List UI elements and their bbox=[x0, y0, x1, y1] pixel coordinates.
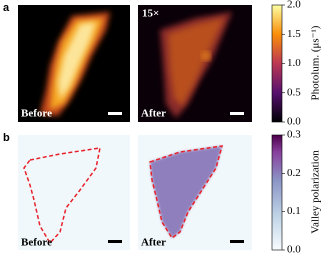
panel-label: b bbox=[3, 132, 10, 144]
polarization-map bbox=[150, 146, 222, 238]
image-label: Before bbox=[21, 108, 52, 120]
tick-label: 0.2 bbox=[287, 167, 301, 179]
tick-label: 0.0 bbox=[287, 116, 301, 128]
tick-label: 0.5 bbox=[287, 86, 301, 98]
scale-bar bbox=[108, 240, 122, 243]
scale-bar bbox=[230, 240, 244, 243]
image-label: After bbox=[141, 237, 166, 249]
annotation: 15× bbox=[142, 8, 159, 20]
image-after bbox=[138, 5, 252, 122]
scale-bar bbox=[108, 112, 122, 115]
image-before bbox=[18, 5, 130, 122]
panel-label: a bbox=[3, 2, 10, 14]
outline bbox=[149, 145, 224, 240]
scale-bar bbox=[230, 112, 244, 115]
tick-label: 0.0 bbox=[287, 244, 301, 256]
colorbar-label: Photolum. (μs⁻¹) bbox=[310, 25, 322, 100]
image-label: After bbox=[141, 108, 166, 120]
outline bbox=[23, 147, 101, 245]
tick-label: 0.1 bbox=[287, 205, 301, 217]
colorbar bbox=[271, 134, 283, 251]
tick-label: 1.5 bbox=[287, 28, 301, 40]
image-before bbox=[18, 135, 130, 250]
tick-label: 0.3 bbox=[287, 129, 301, 141]
tick-label: 1.0 bbox=[287, 57, 301, 69]
colorbar-label: Valley polarization bbox=[310, 150, 322, 234]
image-label: Before bbox=[21, 237, 52, 249]
colorbar bbox=[271, 4, 283, 123]
tick-label: 2.0 bbox=[287, 0, 301, 11]
